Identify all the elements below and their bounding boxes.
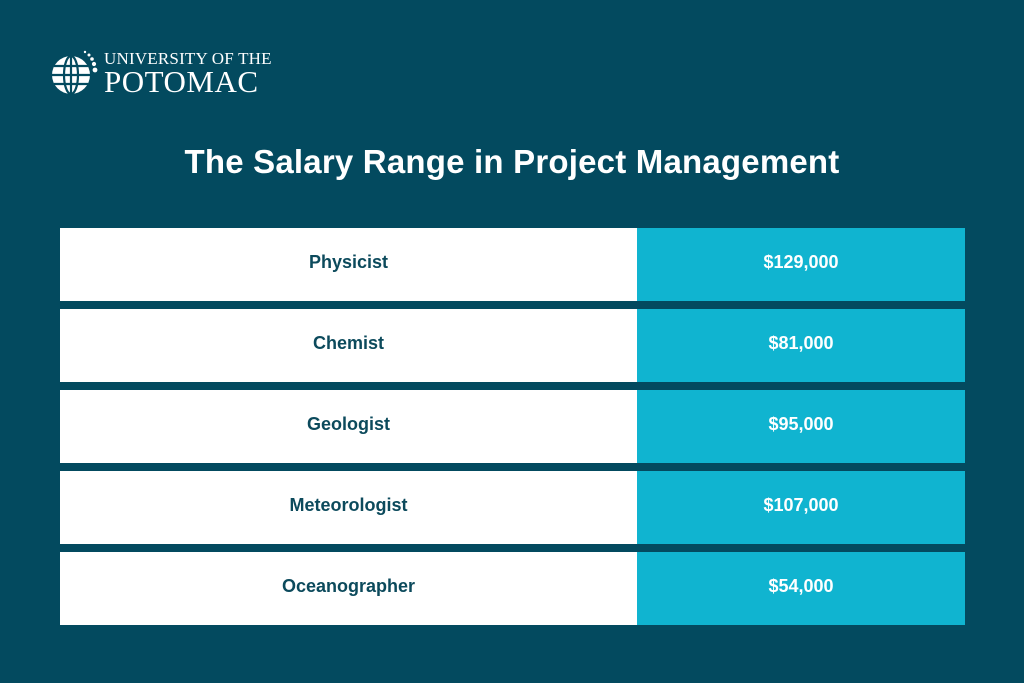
salary-cell: $81,000 [637, 309, 965, 382]
table-row: Physicist $129,000 [60, 228, 965, 301]
occupation-cell: Chemist [60, 309, 637, 382]
occupation-cell: Oceanographer [60, 552, 637, 625]
table-row: Meteorologist $107,000 [60, 471, 965, 544]
globe-icon [52, 50, 98, 96]
occupation-cell: Meteorologist [60, 471, 637, 544]
salary-cell: $54,000 [637, 552, 965, 625]
logo-line2: POTOMAC [104, 63, 259, 99]
salary-table: Physicist $129,000 Chemist $81,000 Geolo… [60, 228, 965, 633]
university-logo: UNIVERSITY OF THE POTOMAC [50, 48, 272, 98]
logo-line1: UNIVERSITY OF THE [104, 48, 272, 68]
page-title: The Salary Range in Project Management [184, 143, 840, 180]
table-row: Geologist $95,000 [60, 390, 965, 463]
table-row: Chemist $81,000 [60, 309, 965, 382]
occupation-cell: Physicist [60, 228, 637, 301]
occupation-cell: Geologist [60, 390, 637, 463]
salary-cell: $107,000 [637, 471, 965, 544]
salary-cell: $129,000 [637, 228, 965, 301]
table-row: Oceanographer $54,000 [60, 552, 965, 625]
salary-cell: $95,000 [637, 390, 965, 463]
